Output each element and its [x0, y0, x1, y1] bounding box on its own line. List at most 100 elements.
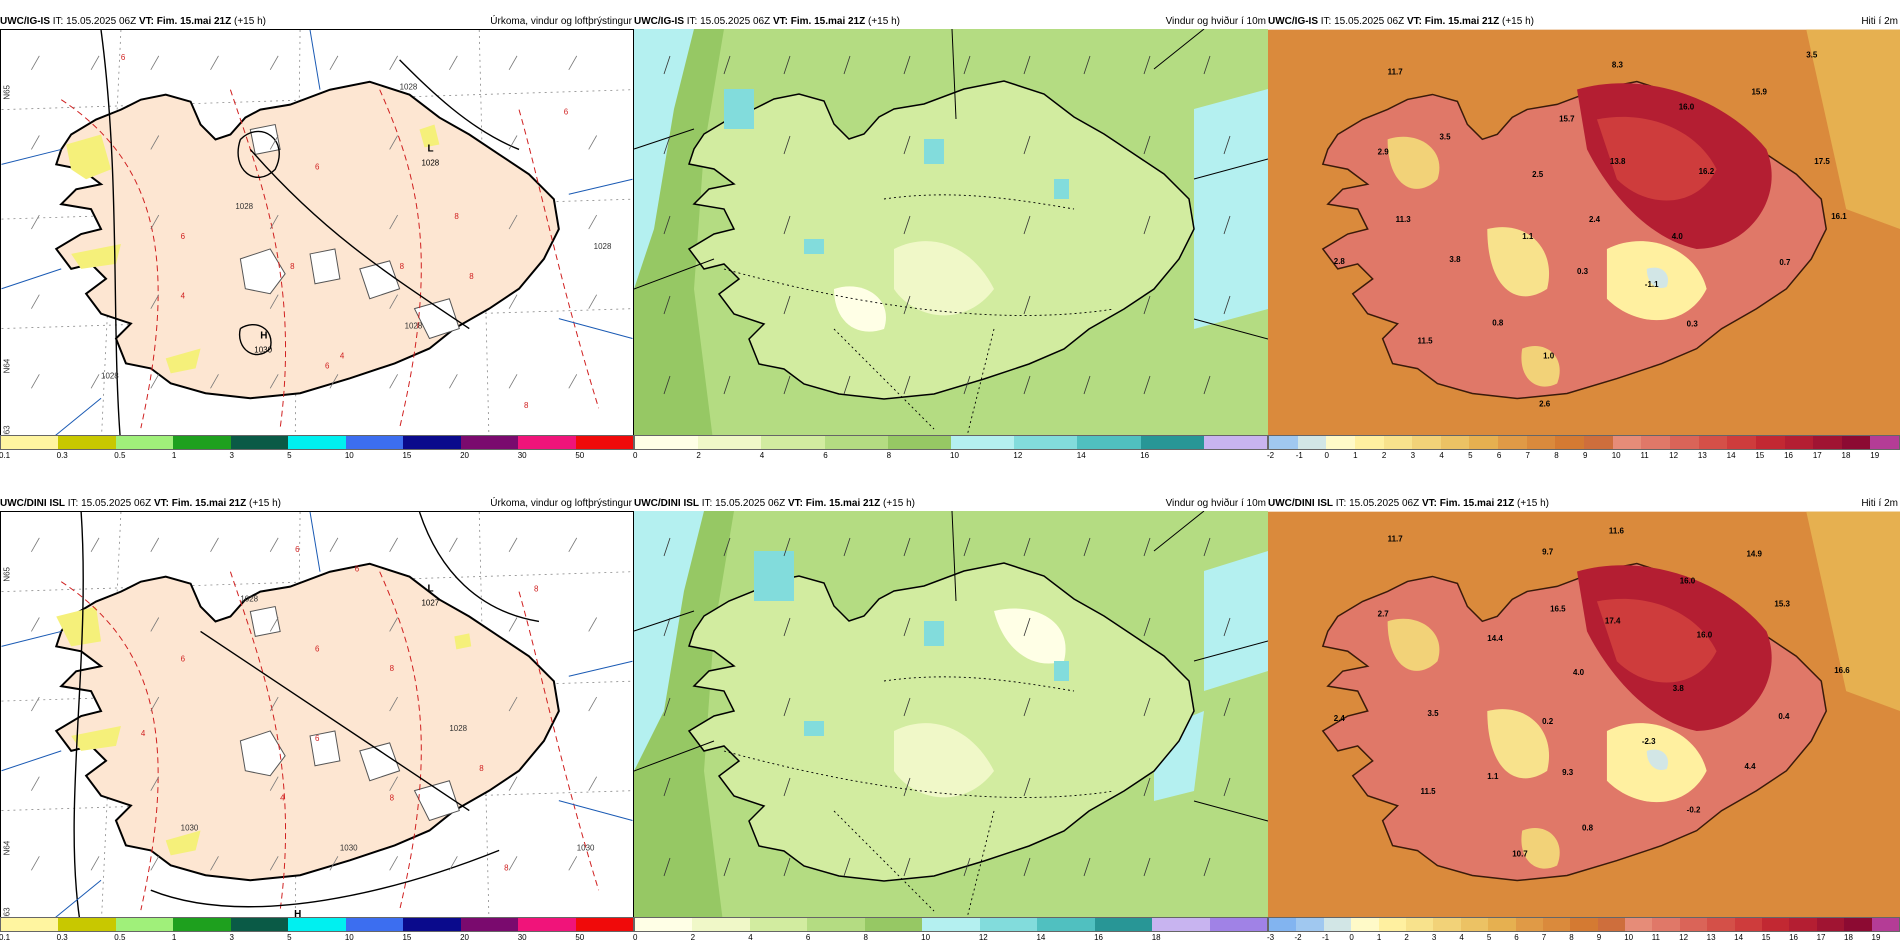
colorbar-segment — [635, 918, 693, 931]
colorbar-segment — [1625, 918, 1653, 931]
temp-isoline-label: 8 — [400, 262, 405, 271]
colorbar-segment — [173, 918, 231, 931]
temp-value-label: 16.0 — [1680, 576, 1696, 585]
panel-title: UWC/IG-IS IT: 15.05.2025 06Z VT: Fim. 15… — [0, 16, 632, 27]
colorbar-segment — [1841, 436, 1871, 449]
temp-value-label: 2.7 — [1378, 609, 1390, 618]
colorbar-segment — [1469, 436, 1499, 449]
colorbar-segment — [1652, 918, 1680, 931]
temp-value-label: 15.3 — [1774, 599, 1790, 608]
colorbar-tick-label: 14 — [1076, 451, 1086, 460]
temp-value-label: 3.8 — [1673, 684, 1685, 693]
temp-value-label: 16.6 — [1834, 666, 1850, 675]
colorbar-segment — [951, 436, 1015, 449]
colorbar-tick-label: 9 — [1596, 933, 1602, 942]
colorbar-tick-label: 3 — [229, 451, 234, 460]
colorbar-segment — [1094, 918, 1153, 931]
temp-value-label: 3.5 — [1806, 51, 1818, 60]
low-pressure-value: 1027 — [421, 599, 439, 608]
temp-value-label: 3.5 — [1427, 709, 1439, 718]
colorbar-tick-label: 1 — [1353, 451, 1358, 460]
colorbar-segment — [1755, 436, 1785, 449]
colorbar-segment — [1152, 918, 1210, 931]
colorbar-segment — [1570, 918, 1598, 931]
temp-value-label: 0.4 — [1778, 712, 1790, 721]
colorbar-segment — [1014, 436, 1078, 449]
colorbar-tick-label: 0.3 — [56, 933, 68, 942]
colorbar-segment — [1323, 918, 1352, 931]
colorbar-segment — [1488, 918, 1516, 931]
panel-title: UWC/DINI ISL IT: 15.05.2025 06Z VT: Fim.… — [634, 498, 1266, 509]
colorbar-tick-label: 6 — [805, 933, 811, 942]
colorbar-tick-label: 10 — [1624, 933, 1634, 942]
colorbar-tick-label: 0.1 — [0, 451, 11, 460]
low-pressure-value: 1028 — [421, 158, 439, 167]
colorbar-segment — [1412, 436, 1441, 449]
temp-isoline-label: 6 — [325, 361, 330, 370]
wind-map — [634, 511, 1268, 930]
colorbar-tick-label: 15 — [402, 451, 412, 460]
colorbar-tick-label: -2 — [1294, 933, 1302, 942]
colorbar-tick-label: 1 — [1376, 933, 1382, 942]
temperature-labels: 11.7 8.3 3.5 3.5 16.0 15.9 2.9 15.7 2.5 … — [1334, 51, 1848, 409]
colorbar-tick-label: -1 — [1321, 933, 1330, 942]
colorbar-tick-label: 30 — [517, 933, 527, 942]
temp-isoline-label: 6 — [315, 644, 320, 653]
temp-value-label: 16.0 — [1697, 630, 1713, 639]
isobar-label: 1028 — [101, 371, 119, 380]
colorbar-tick-label: 16 — [1094, 933, 1103, 942]
latitude-label: N65 — [2, 84, 11, 99]
colorbar-tick-label: 0 — [633, 451, 638, 460]
temp-value-label: 14.4 — [1487, 634, 1503, 643]
colorbar-segment — [1498, 436, 1527, 449]
colorbar-segment — [1669, 436, 1699, 449]
temp-value-label: 11.7 — [1388, 68, 1404, 77]
colorbar-tick-label: 1 — [171, 933, 177, 942]
temp-value-label: 14.9 — [1746, 550, 1762, 559]
temp-value-label: 17.5 — [1814, 157, 1830, 166]
temp-value-label: 17.4 — [1605, 616, 1621, 625]
colorbar-tick-label: 0 — [633, 933, 638, 942]
colorbar-segment — [575, 918, 633, 931]
colorbar-tick-label: 5 — [1468, 451, 1473, 460]
temp-isoline-label: 8 — [454, 212, 459, 221]
colorbar-segment — [1140, 436, 1204, 449]
colorbar-tick-label: 3 — [229, 933, 234, 942]
colorbar-tick-label: 11 — [1651, 933, 1660, 942]
colorbar-segment — [58, 436, 116, 449]
temp-value-label: 11.6 — [1609, 527, 1625, 536]
temp-isoline-label: 4 — [340, 351, 345, 360]
high-pressure-label: H — [260, 331, 267, 342]
colorbar-tick-label: 11 — [1640, 451, 1649, 460]
colorbar-tick-label: 18 — [1844, 933, 1853, 942]
colorbar-tick-label: 12 — [978, 933, 988, 942]
wind-colorbar-ticks: 0 2 4 6 8 10 12 14 16 18 — [633, 933, 1268, 945]
colorbar-segment — [345, 918, 404, 931]
colorbar-segment — [1203, 436, 1268, 449]
temp-value-label: 2.9 — [1378, 147, 1390, 156]
colorbar-segment — [1789, 918, 1817, 931]
colorbar-tick-label: 50 — [575, 451, 585, 460]
colorbar-segment — [115, 436, 174, 449]
colorbar-segment — [460, 436, 519, 449]
panel-title: UWC/DINI ISL IT: 15.05.2025 06Z VT: Fim.… — [0, 498, 632, 509]
precip-colorbar — [0, 435, 634, 450]
colorbar-segment — [1460, 918, 1489, 931]
colorbar-tick-label: 12 — [1013, 451, 1023, 460]
colorbar-segment — [1296, 918, 1324, 931]
colorbar-tick-label: 16 — [1140, 451, 1150, 460]
colorbar-segment — [518, 436, 576, 449]
colorbar-segment — [1784, 436, 1814, 449]
colorbar-tick-label: 13 — [1706, 933, 1716, 942]
temp-isoline-label: 8 — [290, 262, 295, 271]
precip-map: L 1027 H 1031 1028 1028 1030 1030 1030 6… — [0, 511, 634, 930]
temp-isoline-label: 8 — [390, 794, 395, 803]
temp-isoline-label: 4 — [280, 794, 285, 803]
colorbar-segment — [1077, 436, 1141, 449]
temp-value-label: 15.9 — [1751, 87, 1767, 96]
temp-value-label: 2.4 — [1334, 714, 1346, 723]
temp-value-label: 1.1 — [1522, 232, 1534, 241]
colorbar-tick-label: 13 — [1697, 451, 1707, 460]
temp-value-label: 11.5 — [1421, 787, 1437, 796]
precip-map: L 1028 H 1030 1028 1028 1028 1028 1028 6… — [0, 29, 634, 448]
